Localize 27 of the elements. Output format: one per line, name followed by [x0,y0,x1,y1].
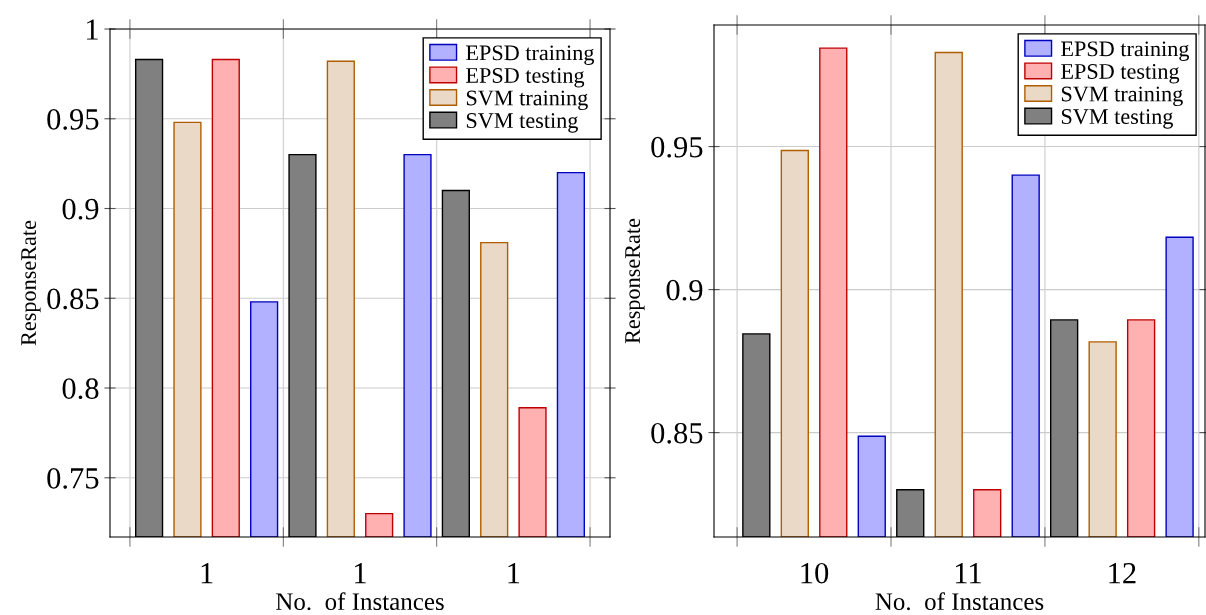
y-axis-title: ResponseRate [625,218,645,344]
legend-label: EPSD training [1061,41,1190,61]
y-tick-label: 0.9 [666,279,703,301]
x-tick-label: 10 [801,562,829,584]
y-tick-label: 0.8 [62,378,99,400]
legend-label: EPSD testing [1061,63,1180,84]
legend-label: EPSD testing [466,67,585,88]
x-axis-title: No. of Instances [276,592,444,611]
y-axis-title: ResponseRate [21,220,41,346]
legend-label: SVM training [466,90,588,111]
x-tick-label: 1 [201,563,213,584]
legend-label: EPSD training [466,45,595,65]
legend-label: SVM testing [466,113,578,133]
y-tick-label: 0.95 [651,136,703,158]
y-tick-label: 0.75 [47,468,99,489]
legend-label: SVM training [1061,86,1183,107]
x-tick-label: 1 [508,563,520,584]
x-tick-label: 12 [1109,562,1136,584]
y-tick-label: 0.85 [651,422,703,444]
x-tick-label: 1 [355,563,366,584]
y-tick-label: 0.85 [47,288,99,310]
x-axis-title: No. of Instances [875,592,1044,611]
y-tick-label: 0.95 [47,109,99,130]
x-tick-label: 11 [955,563,981,584]
y-tick-label: 0.9 [62,198,99,220]
legend-label: SVM testing [1061,109,1173,129]
y-tick-label: 1 [86,19,98,40]
